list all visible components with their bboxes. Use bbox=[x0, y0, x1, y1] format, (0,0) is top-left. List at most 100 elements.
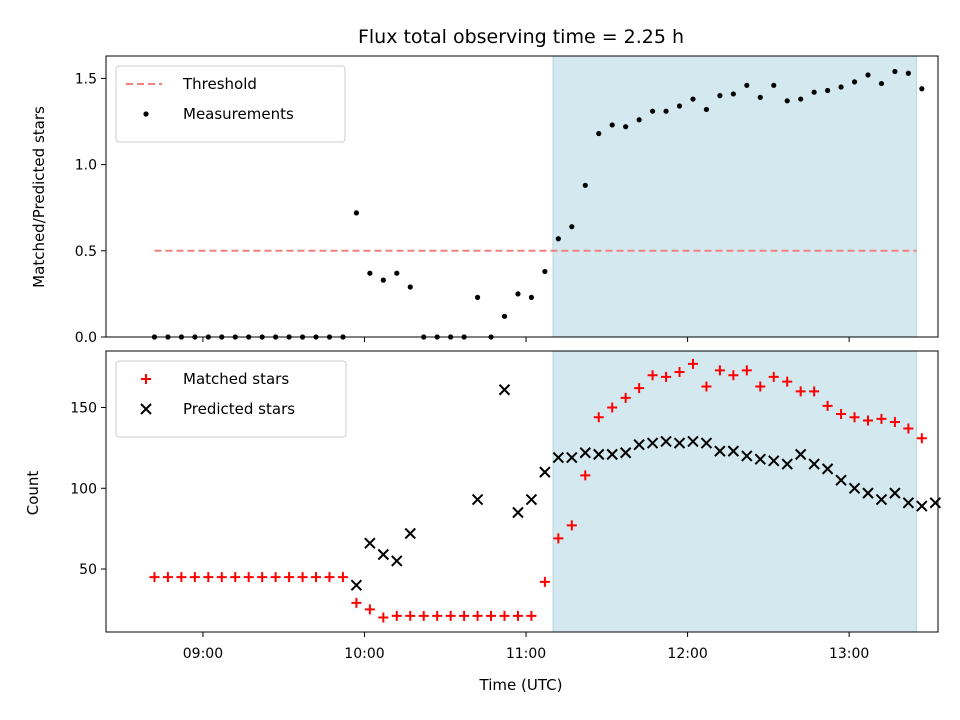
measurements-point bbox=[757, 94, 763, 100]
y-tick-label: 50 bbox=[79, 562, 97, 578]
count-series bbox=[149, 358, 942, 623]
predicted-stars-point bbox=[404, 527, 416, 540]
measurements-point bbox=[798, 96, 804, 102]
measurements-point bbox=[649, 108, 656, 114]
matched-stars-point bbox=[472, 610, 483, 621]
predicted-stars-point bbox=[808, 458, 820, 470]
legend-threshold-label: Threshold bbox=[182, 75, 257, 93]
measurements-point bbox=[609, 122, 615, 128]
matched-stars-point bbox=[216, 572, 227, 583]
legend-predicted-stars-swatch bbox=[140, 403, 152, 415]
measurements-point bbox=[744, 82, 750, 88]
matched-stars-point bbox=[782, 376, 793, 387]
ratio-panel: 0.0 0.5 1.0 1.5 Matched/Predicted stars Thr… bbox=[30, 55, 939, 346]
predicted-stars-point bbox=[525, 493, 538, 506]
legend-measurements-label: Measurements bbox=[183, 105, 294, 123]
predicted-stars-point bbox=[768, 455, 780, 467]
measurements-point bbox=[407, 284, 413, 290]
matched-stars-point bbox=[741, 365, 752, 376]
matched-stars-point bbox=[176, 572, 187, 583]
matched-stars-point bbox=[432, 610, 443, 621]
measurements-point bbox=[865, 72, 871, 78]
predicted-stars-point bbox=[727, 445, 740, 457]
measurements-point bbox=[636, 117, 642, 123]
predicted-stars-point bbox=[835, 474, 847, 486]
matched-stars-point bbox=[674, 366, 685, 377]
matched-stars-point bbox=[539, 576, 550, 587]
matched-stars-point bbox=[566, 520, 577, 531]
measurements-point bbox=[730, 91, 736, 97]
matched-stars-point bbox=[162, 572, 173, 583]
predicted-stars-point bbox=[687, 435, 699, 448]
measurements-point bbox=[623, 124, 629, 130]
matched-stars-point bbox=[661, 371, 672, 382]
predicted-stars-point bbox=[566, 451, 578, 464]
ratio-y-ticks: 0.0 0.5 1.0 1.5 bbox=[75, 71, 106, 346]
legend-predicted-stars-label: Predicted stars bbox=[183, 400, 295, 418]
matched-stars-point bbox=[634, 383, 645, 394]
predicted-stars-point bbox=[862, 487, 874, 499]
measurements-point bbox=[515, 291, 521, 297]
matched-stars-point bbox=[714, 365, 725, 376]
matched-stars-point bbox=[849, 412, 860, 423]
matched-stars-point bbox=[580, 470, 591, 481]
matched-stars-point bbox=[822, 400, 833, 411]
measurements-point bbox=[501, 313, 508, 319]
measurements-point bbox=[663, 108, 669, 114]
predicted-stars-point bbox=[364, 537, 376, 549]
legend-matched-stars-swatch bbox=[141, 374, 151, 384]
measurements-point bbox=[582, 182, 588, 188]
measurements-point bbox=[569, 224, 575, 230]
matched-stars-point bbox=[728, 370, 739, 381]
predicted-stars-point bbox=[377, 548, 390, 561]
measurements-point bbox=[676, 103, 683, 109]
matched-stars-point bbox=[257, 572, 268, 583]
ratio-y-label: Matched/Predicted stars bbox=[30, 106, 48, 288]
matched-stars-point bbox=[418, 610, 429, 621]
predicted-stars-point bbox=[593, 448, 605, 461]
predicted-stars-point bbox=[714, 445, 726, 457]
predicted-stars-point bbox=[875, 493, 888, 506]
x-tick-label: 10:00 bbox=[344, 646, 384, 662]
matched-stars-point bbox=[889, 417, 900, 428]
predicted-stars-point bbox=[498, 384, 511, 396]
measurements-point bbox=[892, 68, 898, 75]
legend-box bbox=[115, 65, 346, 143]
matched-stars-point bbox=[607, 402, 618, 413]
predicted-stars-point bbox=[350, 579, 363, 591]
predicted-stars-point bbox=[660, 435, 672, 448]
matched-stars-point bbox=[916, 433, 927, 444]
matched-stars-point bbox=[701, 381, 712, 392]
matched-stars-point bbox=[391, 610, 402, 621]
matched-stars-point bbox=[768, 371, 779, 382]
matched-stars-point bbox=[378, 612, 389, 623]
matched-stars-point bbox=[324, 572, 335, 583]
matched-stars-point bbox=[351, 597, 362, 608]
measurements-point bbox=[851, 79, 858, 85]
matched-stars-point bbox=[297, 572, 308, 583]
measurements-point bbox=[919, 86, 925, 92]
matched-stars-point bbox=[809, 386, 820, 397]
matched-stars-point bbox=[836, 408, 847, 419]
observing-window-band bbox=[552, 55, 917, 338]
predicted-stars-point bbox=[741, 450, 753, 462]
chart-title: Flux total observing time = 2.25 h bbox=[358, 26, 684, 48]
measurements-point bbox=[825, 87, 831, 94]
matched-stars-point bbox=[445, 610, 456, 621]
x-tick-label: 12:00 bbox=[667, 646, 707, 662]
measurements-point bbox=[528, 294, 535, 300]
y-tick-label: 1.0 bbox=[75, 158, 97, 174]
x-tick-label: 13:00 bbox=[829, 646, 869, 662]
legend-box bbox=[115, 360, 347, 438]
predicted-stars-point bbox=[821, 463, 834, 475]
count-legend: Matched stars Predicted stars bbox=[115, 360, 347, 438]
matched-stars-point bbox=[230, 572, 241, 583]
matched-stars-point bbox=[149, 572, 160, 583]
measurements-point bbox=[703, 106, 710, 113]
matched-stars-point bbox=[337, 572, 348, 583]
matched-stars-point bbox=[405, 610, 416, 621]
predicted-stars-point bbox=[889, 487, 901, 499]
matched-stars-point bbox=[189, 572, 200, 583]
matched-stars-point bbox=[620, 392, 631, 403]
predicted-stars-point bbox=[929, 497, 942, 509]
